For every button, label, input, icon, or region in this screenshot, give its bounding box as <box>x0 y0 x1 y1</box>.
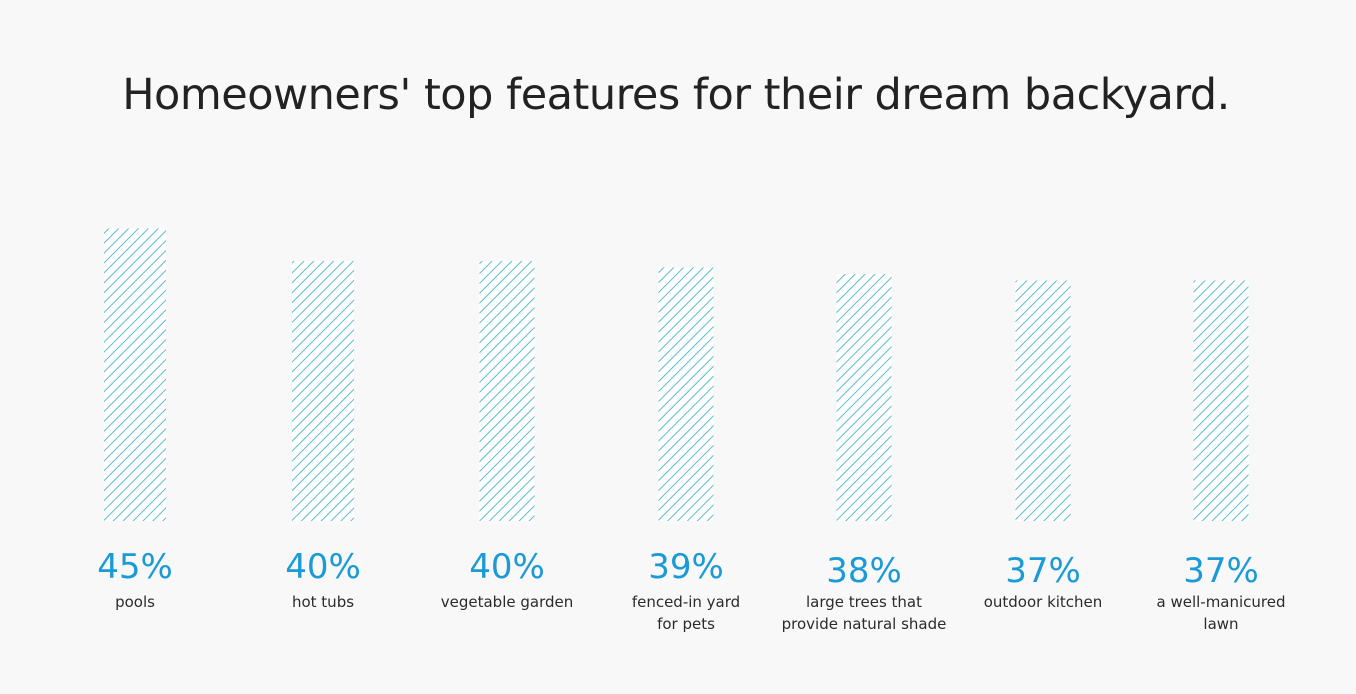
value-label-5: 38% <box>826 551 902 591</box>
value-label-4: 39% <box>648 547 724 587</box>
bar-7 <box>1193 280 1249 521</box>
value-label-6: 37% <box>1005 551 1081 591</box>
bar-2 <box>292 261 354 521</box>
value-label-3: 40% <box>469 547 545 587</box>
category-label-7-line-1: a well-manicured <box>1156 593 1285 611</box>
category-label-5-line-1: large trees that <box>806 593 922 611</box>
value-label-2: 40% <box>285 547 361 587</box>
value-label-1: 45% <box>97 547 173 587</box>
labels-group: 45% pools 40% hot tubs 40% vegetable garden 39… <box>97 547 1285 633</box>
category-label-2: hot tubs <box>292 593 354 611</box>
bars-group <box>104 228 1249 521</box>
category-label-6: outdoor kitchen <box>984 593 1103 611</box>
category-label-5-line-2: provide natural shade <box>782 615 947 633</box>
bar-3 <box>479 261 535 521</box>
category-label-1: pools <box>115 593 155 611</box>
value-label-7: 37% <box>1183 551 1259 591</box>
category-label-7-line-2: lawn <box>1203 615 1238 633</box>
category-label-4-line-1: fenced-in yard <box>632 593 740 611</box>
chart-title: Homeowners' top features for their dream… <box>122 70 1230 120</box>
category-label-3: vegetable garden <box>441 593 574 611</box>
bar-4 <box>658 267 714 521</box>
bar-5 <box>836 274 892 521</box>
category-label-4-line-2: for pets <box>657 615 715 633</box>
bar-6 <box>1015 280 1071 521</box>
bar-1 <box>104 228 166 521</box>
